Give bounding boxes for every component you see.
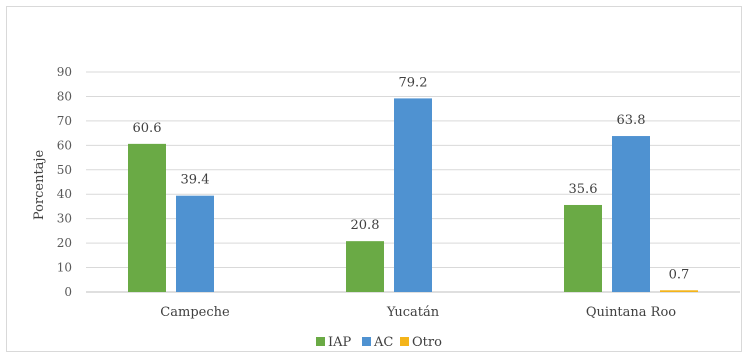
bar-iap-1 (128, 143, 166, 292)
legend-label: Otro (412, 335, 442, 350)
bar-iap-2 (346, 241, 384, 292)
bar-otro-3 (660, 290, 698, 292)
legend: IAP AC Otro (316, 335, 442, 350)
data-label: 0.7 (669, 267, 690, 282)
x-tick-label: Quintana Roo (586, 305, 676, 320)
x-tick-label: Yucatán (386, 305, 440, 320)
y-axis-title: Porcentaje (32, 150, 47, 221)
bar-iap-3 (564, 204, 602, 292)
x-axis-ticks: Campeche Yucatán Quintana Roo (160, 305, 676, 320)
bar-ac-1 (176, 195, 214, 292)
y-tick-label: 50 (57, 163, 72, 177)
data-label: 20.8 (351, 218, 380, 233)
bar-ac-3 (612, 136, 650, 292)
data-label: 39.4 (181, 173, 210, 188)
bars (128, 98, 698, 293)
legend-swatch-otro (400, 337, 409, 346)
data-labels: 60.6 39.4 20.8 79.2 35.6 63.8 0.7 (133, 75, 690, 282)
y-tick-label: 40 (57, 187, 72, 201)
bar-ac-2 (394, 98, 432, 293)
y-tick-label: 70 (57, 114, 72, 128)
y-tick-label: 0 (64, 285, 72, 299)
y-tick-label: 90 (57, 65, 72, 79)
legend-label: IAP (328, 335, 352, 350)
data-label: 63.8 (617, 113, 646, 128)
y-axis-ticks: 0 10 20 30 40 50 60 70 80 90 (57, 65, 72, 299)
data-label: 35.6 (569, 182, 598, 197)
legend-label: AC (373, 335, 393, 350)
data-label: 60.6 (133, 121, 162, 136)
y-tick-label: 60 (57, 138, 72, 152)
y-tick-label: 20 (57, 236, 72, 250)
y-tick-label: 10 (57, 261, 72, 275)
y-tick-label: 80 (57, 89, 72, 103)
y-tick-label: 30 (57, 212, 72, 226)
legend-swatch-ac (362, 337, 371, 346)
x-tick-label: Campeche (160, 305, 230, 320)
data-label: 79.2 (399, 75, 428, 90)
legend-swatch-iap (316, 337, 325, 346)
